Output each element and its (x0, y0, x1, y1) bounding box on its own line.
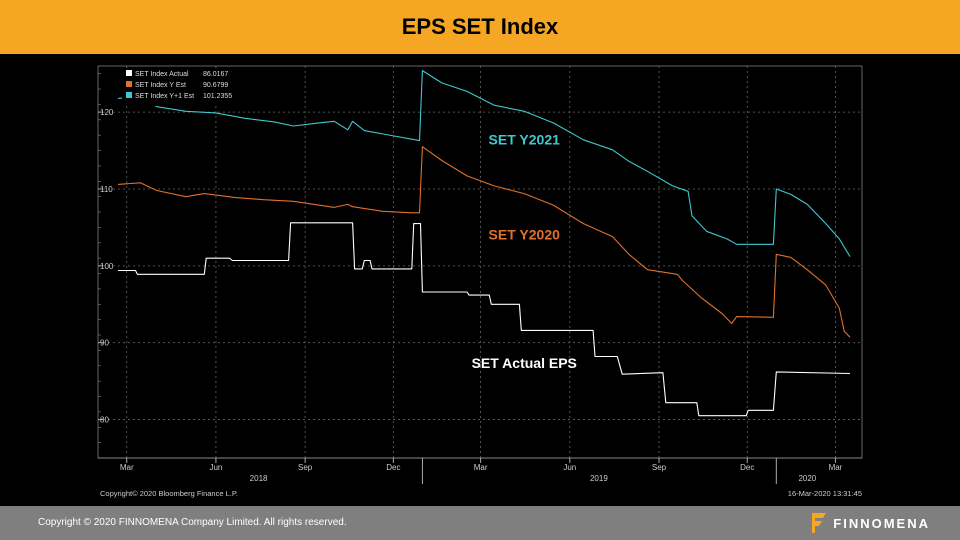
year-label: 2020 (798, 474, 816, 483)
legend-swatch (126, 92, 132, 98)
title-bar: EPS SET Index (0, 0, 960, 54)
series-annotation-1: SET Actual EPS (472, 355, 577, 371)
footer-brand: FINNOMENA (833, 515, 930, 531)
grid-layer (97, 65, 863, 459)
series-annotation-2: SET Y2020 (489, 227, 561, 243)
x-tick-label: Jun (563, 463, 576, 472)
series-line-1 (118, 222, 851, 417)
page-title: EPS SET Index (401, 14, 559, 39)
series-layer (117, 70, 851, 417)
footer-bar: Copyright © 2020 FINNOMENA Company Limit… (0, 506, 960, 540)
legend-value: 90.6799 (203, 82, 228, 89)
x-tick-label: Dec (740, 463, 754, 472)
series-annotation-3: SET Y2021 (489, 131, 561, 147)
eps-line-chart: 80 90 100 110 120 Mar Jun Sep Dec Mar Jun Sep Dec Mar… (97, 65, 863, 498)
source-note: Copyright© 2020 Bloomberg Finance L.P. (100, 489, 238, 498)
notes-layer: Copyright© 2020 Bloomberg Finance L.P. 16… (100, 489, 862, 498)
axis-layer: 80 90 100 110 120 Mar Jun Sep Dec Mar Jun Sep Dec Mar… (98, 73, 862, 484)
legend-swatch (126, 70, 132, 76)
x-tick-label: Mar (120, 463, 134, 472)
y-tick-label: 90 (100, 339, 109, 348)
legend-label: SET Index Actual (135, 71, 189, 78)
y-tick-label: 80 (100, 416, 109, 425)
timestamp-note: 16-Mar-2020 13:31:45 (788, 489, 862, 498)
finnomena-logo: FINNOMENA (812, 513, 930, 533)
annotation-layer: SET Actual EPS SET Y2020 SET Y2021 (472, 131, 577, 371)
legend-label: SET Index Y+1 Est (135, 93, 194, 100)
x-tick-label: Jun (209, 463, 222, 472)
x-tick-label: Sep (298, 463, 313, 472)
year-label: 2019 (590, 474, 608, 483)
series-line-3 (117, 70, 851, 257)
series-line-2 (117, 146, 851, 338)
legend-label: SET Index Y Est (135, 82, 186, 89)
legend: SET Index Actual 86.0167 SET Index Y Est 90… (122, 68, 242, 106)
legend-value: 86.0167 (203, 71, 228, 78)
year-label: 2018 (250, 474, 268, 483)
x-tick-label: Mar (829, 463, 843, 472)
legend-swatch (126, 81, 132, 87)
y-tick-label: 110 (100, 185, 113, 194)
y-tick-label: 100 (100, 262, 114, 271)
legend-value: 101.2355 (203, 93, 232, 100)
legend-box (122, 68, 242, 106)
x-tick-label: Mar (474, 463, 488, 472)
chart-area: 80 90 100 110 120 Mar Jun Sep Dec Mar Jun Sep Dec Mar… (0, 54, 960, 506)
x-tick-label: Dec (386, 463, 400, 472)
footer-copyright: Copyright © 2020 FINNOMENA Company Limit… (38, 517, 347, 528)
x-tick-label: Sep (652, 463, 667, 472)
finnomena-logo-icon (812, 513, 827, 533)
y-tick-label: 120 (100, 108, 114, 117)
